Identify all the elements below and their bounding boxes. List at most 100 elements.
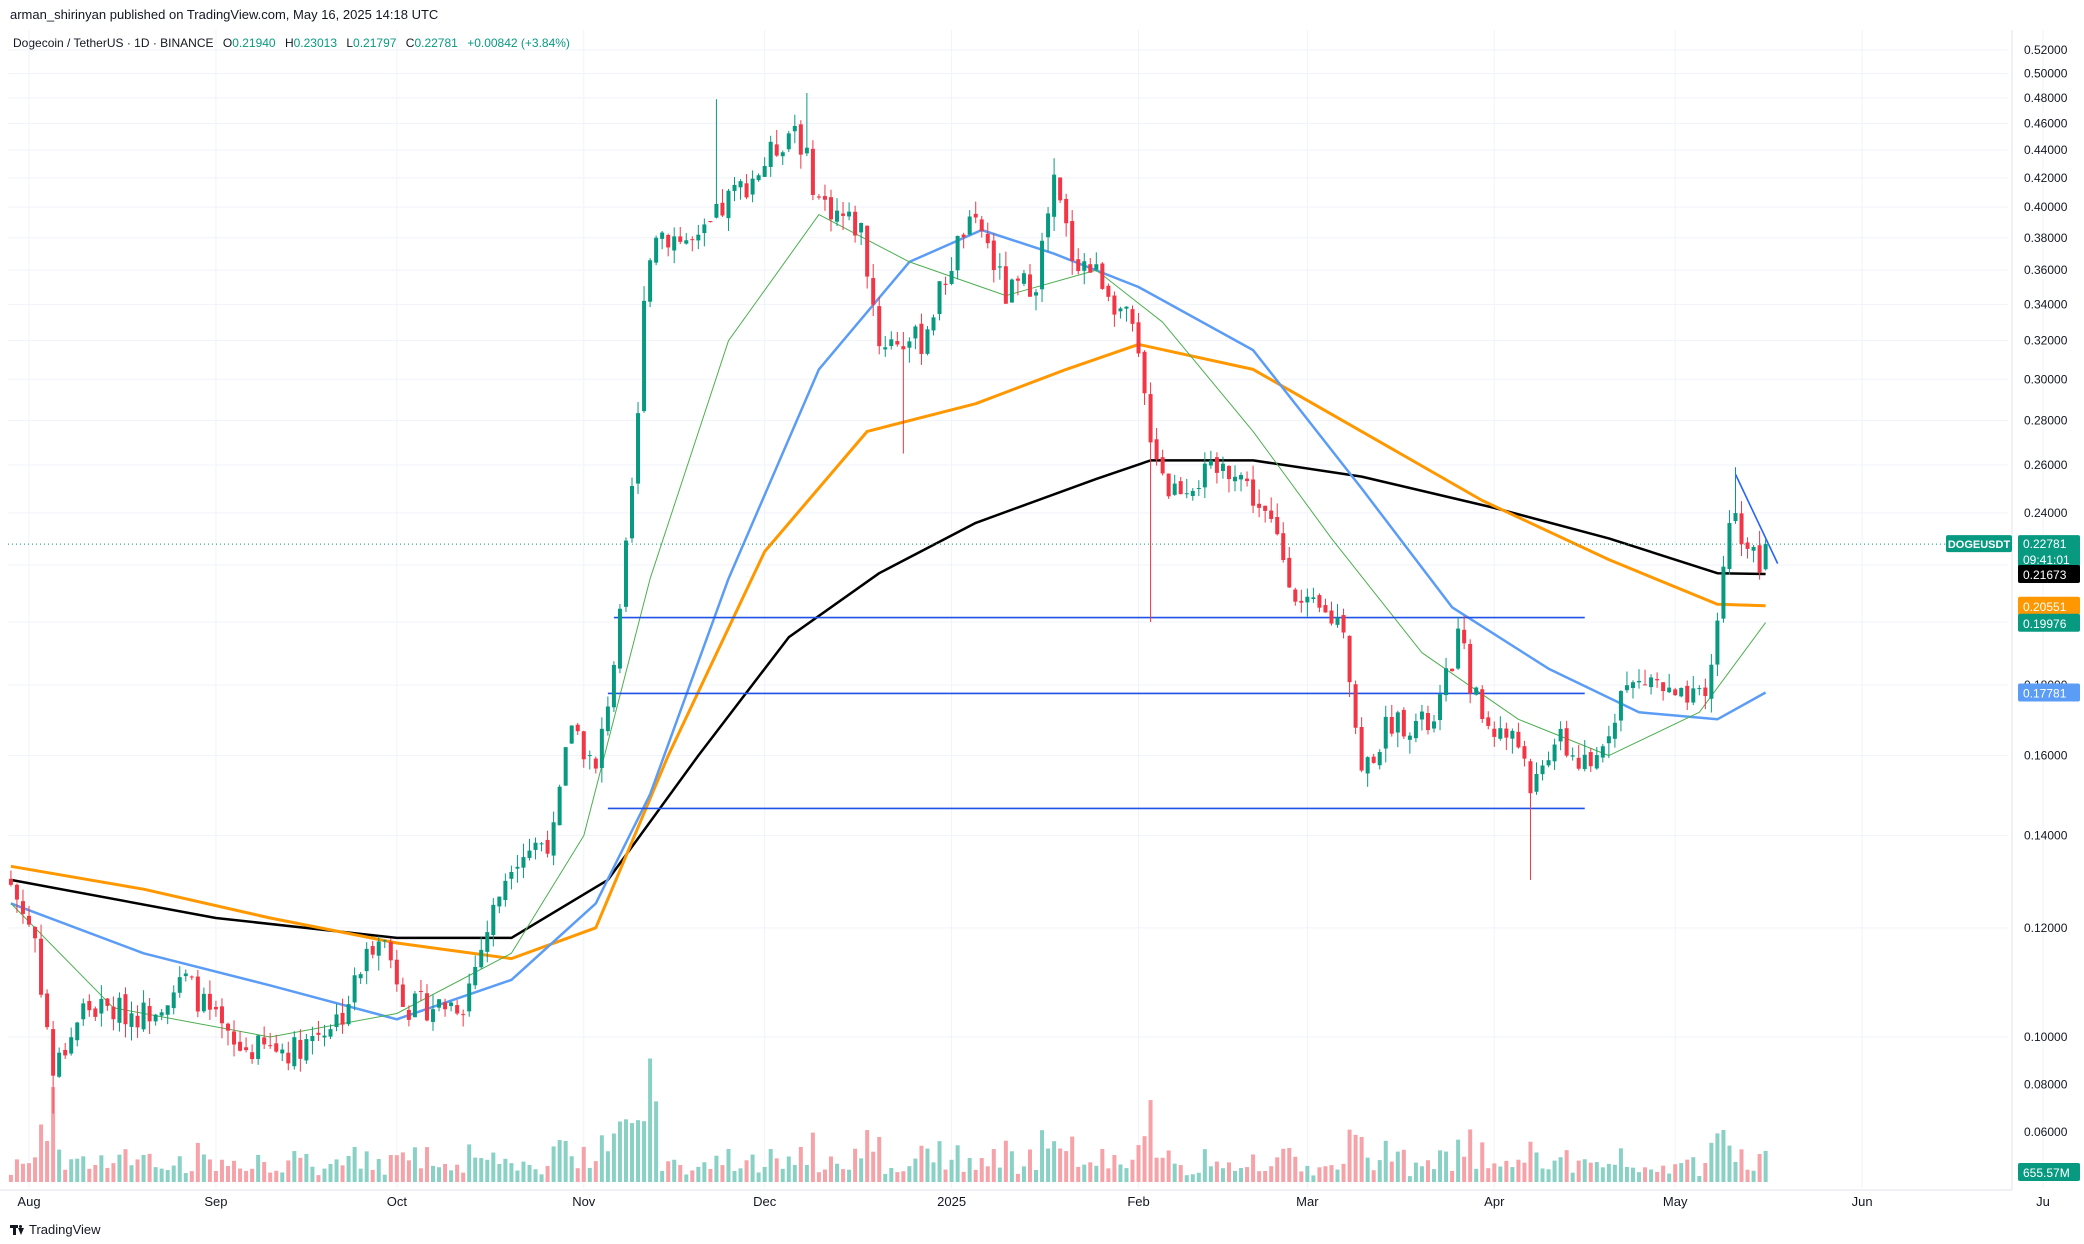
volume-bar xyxy=(177,1156,182,1182)
volume-bar xyxy=(153,1167,158,1182)
candle-body xyxy=(1124,306,1129,309)
candle-body xyxy=(672,236,677,251)
candle-body xyxy=(798,124,803,155)
volume-bar xyxy=(1027,1149,1032,1182)
low-label: L xyxy=(346,36,354,50)
volume-bar xyxy=(1468,1129,1473,1182)
volume-bar xyxy=(1444,1151,1449,1182)
candle-body xyxy=(298,1039,303,1059)
volume-bar xyxy=(1190,1174,1195,1182)
candle-body xyxy=(1214,457,1219,473)
candle-body xyxy=(835,210,840,222)
candle-body xyxy=(828,197,833,220)
volume-bar xyxy=(581,1146,586,1182)
volume-bar xyxy=(147,1153,152,1182)
candle-body xyxy=(424,993,429,1021)
candle-body xyxy=(539,843,544,845)
candle-body xyxy=(268,1045,273,1047)
x-tick-label: Jun xyxy=(1852,1194,1873,1209)
volume-bar xyxy=(1323,1166,1328,1182)
candle-body xyxy=(1021,273,1026,284)
volume-bar xyxy=(485,1159,490,1182)
volume-bar xyxy=(949,1159,954,1182)
candle-body xyxy=(1431,721,1436,729)
volume-bar xyxy=(539,1174,544,1182)
y-tick-label: 0.16000 xyxy=(2024,749,2068,763)
symbol-tag xyxy=(1946,535,2012,553)
candle-body xyxy=(189,976,194,978)
volume-bar xyxy=(605,1151,610,1182)
candle-body xyxy=(1745,542,1750,549)
symbol-tag-text: DOGEUSDT xyxy=(1948,539,2011,551)
candle-body xyxy=(147,1006,152,1022)
candle-body xyxy=(1323,605,1328,613)
volume-bar xyxy=(1245,1167,1250,1182)
candle-body xyxy=(1009,279,1014,303)
volume-bar xyxy=(1480,1142,1485,1182)
candle-body xyxy=(997,266,1002,268)
volume-bar xyxy=(907,1166,912,1182)
last-price-value: 0.22781 xyxy=(2023,537,2067,551)
candle-body xyxy=(1088,264,1093,273)
candle-body xyxy=(1564,728,1569,756)
candle-body xyxy=(1552,744,1557,762)
volume-bar xyxy=(593,1161,598,1182)
candle-body xyxy=(1335,617,1340,625)
candle-body xyxy=(461,1014,466,1016)
candle-body xyxy=(762,165,767,177)
volume-bar xyxy=(81,1156,86,1182)
volume-bar xyxy=(762,1166,767,1182)
candle-body xyxy=(1027,274,1032,297)
volume-bar xyxy=(406,1160,411,1182)
candle-body xyxy=(485,932,490,952)
y-tick-label: 0.30000 xyxy=(2024,372,2068,386)
volume-bar xyxy=(1395,1151,1400,1182)
volume-bar xyxy=(708,1168,713,1182)
volume-bar xyxy=(835,1163,840,1182)
candle-body xyxy=(1588,752,1593,767)
candle-body xyxy=(1233,476,1237,482)
volume-bar xyxy=(1679,1163,1684,1182)
candle-body xyxy=(955,235,960,271)
candle-body xyxy=(437,999,442,1008)
candle-body xyxy=(232,1031,237,1045)
volume-bar xyxy=(69,1159,74,1182)
tradingview-brand[interactable]: TradingView xyxy=(10,1222,101,1237)
candle-body xyxy=(1172,483,1177,495)
volume-bar xyxy=(726,1148,731,1182)
candle-body xyxy=(557,786,562,826)
volume-bar xyxy=(1263,1170,1268,1182)
candle-body xyxy=(1226,465,1231,480)
volume-bar xyxy=(135,1159,140,1182)
x-tick-label: Ju xyxy=(2036,1194,2050,1209)
low-value: 0.21797 xyxy=(353,36,397,50)
volume-bar xyxy=(750,1154,755,1182)
publisher-line: arman_shirinyan published on TradingView… xyxy=(10,7,439,22)
candle-body xyxy=(310,1035,315,1042)
candle-body xyxy=(1486,717,1491,726)
candle-body xyxy=(1413,720,1418,739)
volume-bar xyxy=(1269,1166,1274,1182)
candle-body xyxy=(322,1035,327,1038)
volume-bar xyxy=(545,1165,550,1182)
volume-bar xyxy=(1655,1171,1660,1182)
close-value: 0.22781 xyxy=(414,36,458,50)
candle-body xyxy=(642,300,647,412)
volume-bar xyxy=(165,1170,170,1182)
volume-bar xyxy=(111,1163,116,1182)
volume-bar xyxy=(744,1160,749,1182)
trend-line[interactable] xyxy=(1734,473,1779,564)
volume-bar xyxy=(1040,1130,1045,1182)
volume-bar xyxy=(1456,1139,1461,1182)
volume-bar xyxy=(1528,1141,1533,1182)
candle-body xyxy=(575,724,580,732)
candle-body xyxy=(1293,589,1298,602)
volume-bar xyxy=(1739,1149,1744,1182)
symbol-name[interactable]: Dogecoin / TetherUS · 1D · BINANCE xyxy=(13,36,214,50)
volume-bar xyxy=(195,1142,200,1182)
candle-body xyxy=(913,326,918,339)
candle-body xyxy=(660,232,665,239)
volume-bar xyxy=(563,1141,568,1182)
candle-body xyxy=(865,225,870,277)
